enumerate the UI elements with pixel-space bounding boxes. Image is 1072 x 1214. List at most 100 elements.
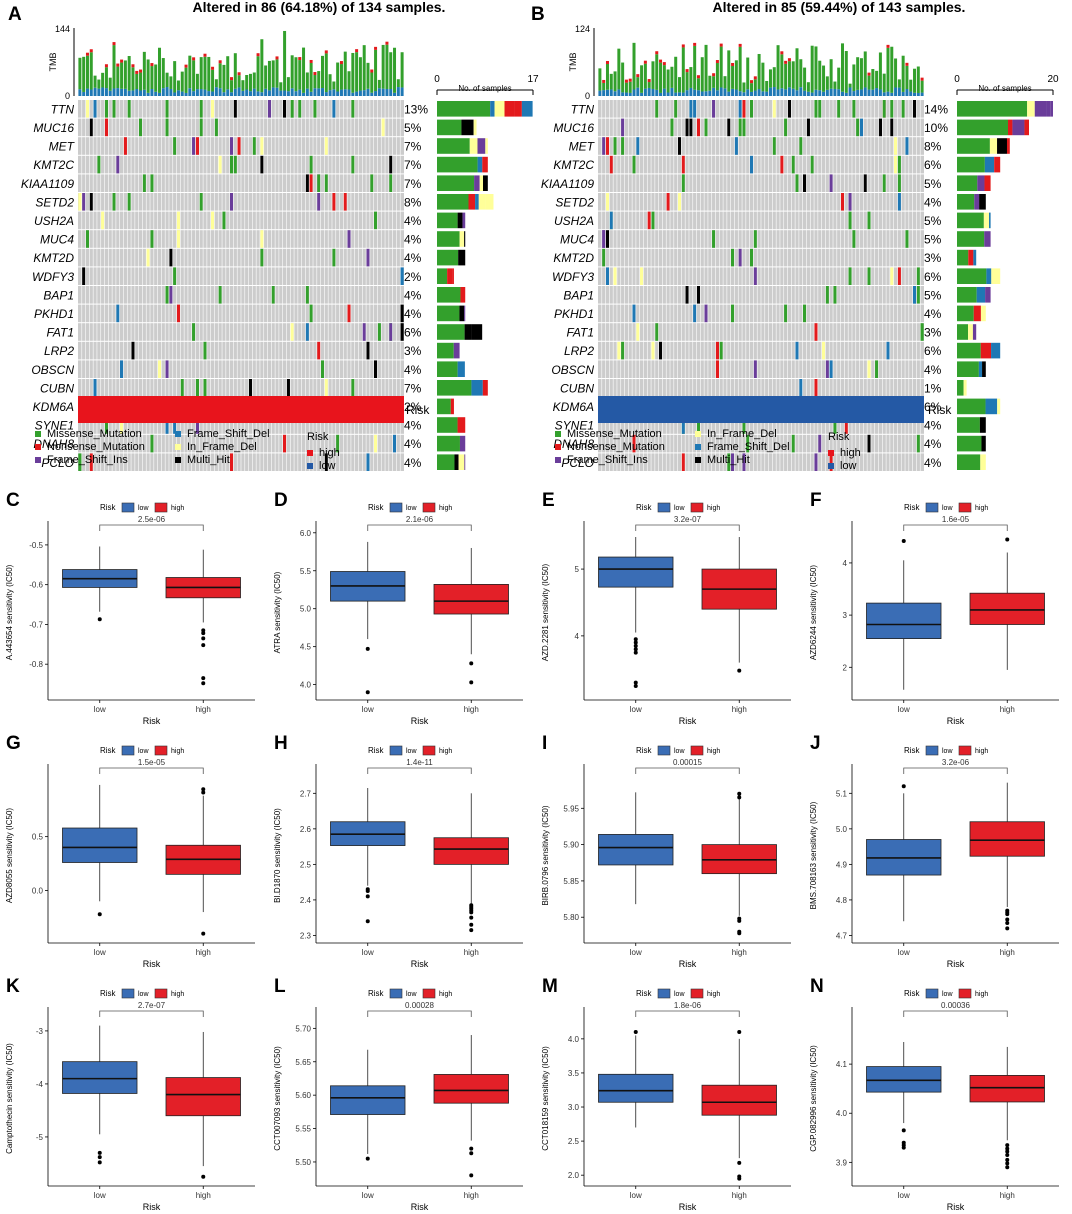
legend-label: Frame_Shift_Ins xyxy=(47,454,128,466)
sample-count-bar xyxy=(980,454,986,470)
mutation-cell xyxy=(400,323,404,341)
tmb-bar xyxy=(780,88,784,96)
gene-percent: 3% xyxy=(924,326,942,340)
legend-label-low: low xyxy=(138,505,149,512)
y-tick-label: 4.5 xyxy=(300,643,312,652)
gene-percent: 4% xyxy=(404,307,422,321)
mutation-cell xyxy=(639,267,644,285)
tmb-bar xyxy=(674,56,678,93)
gene-percent: 5% xyxy=(924,214,942,228)
risk-legend-swatch xyxy=(828,450,834,456)
gene-label: PKHD1 xyxy=(34,307,74,321)
outlier-point xyxy=(365,889,370,894)
tmb-bar xyxy=(290,55,294,89)
box-low xyxy=(330,1085,406,1115)
significance-bracket xyxy=(903,767,1008,774)
legend-title: Risk xyxy=(904,503,921,512)
tmb-bar xyxy=(89,52,93,90)
y-tick-label: 5.0 xyxy=(300,605,312,614)
outlier-point xyxy=(365,1156,370,1161)
tmb-bar xyxy=(85,52,89,56)
outlier-point xyxy=(97,912,102,917)
boxplot-D: D Risk low high 4.0 4.5 5.0 5.5 6.0 low high Risk AT… xyxy=(273,490,523,726)
sample-axis-max: 17 xyxy=(527,74,539,85)
y-tick-label: 5.95 xyxy=(563,804,579,813)
mutation-cell xyxy=(157,360,162,378)
y-tick-label: 0.0 xyxy=(32,887,44,896)
sample-count-bar xyxy=(957,138,990,154)
x-tick-label: high xyxy=(1000,1191,1015,1200)
mutation-cell xyxy=(89,118,93,137)
sample-count-bar xyxy=(450,398,454,415)
mutation-cell xyxy=(837,100,841,118)
tmb-bar xyxy=(772,87,776,96)
sample-count-bar xyxy=(461,119,474,136)
tmb-bar xyxy=(214,79,218,88)
legend-label-low: low xyxy=(138,748,149,755)
x-tick-label: low xyxy=(898,705,910,714)
outlier-point xyxy=(737,1030,742,1035)
tmb-bar xyxy=(833,81,837,89)
gene-label: BAP1 xyxy=(563,288,594,302)
tmb-bar xyxy=(882,73,886,93)
gene-label: MET xyxy=(49,140,76,154)
tmb-bar xyxy=(628,78,632,82)
boxplot-L: L Risk low high 5.50 5.55 5.60 5.65 5.70 low high R… xyxy=(273,976,523,1212)
tmb-bar xyxy=(636,77,640,88)
mutation-cell xyxy=(704,118,708,137)
sample-count-bar xyxy=(479,175,484,191)
sample-count-bar xyxy=(437,194,469,210)
tmb-bar xyxy=(180,91,184,96)
gene-percent: 4% xyxy=(404,363,422,377)
mutation-cell xyxy=(400,304,404,323)
tmb-bar xyxy=(309,91,313,96)
outlier-point xyxy=(1005,917,1010,922)
tmb-bar xyxy=(104,67,108,89)
risk-bar xyxy=(598,396,924,423)
legend-swatch-low xyxy=(389,502,403,513)
sample-count-bar xyxy=(985,398,998,415)
tmb-bar xyxy=(142,51,146,90)
sample-count-bar xyxy=(984,231,991,247)
tmb-bar xyxy=(920,92,924,96)
tmb-bar xyxy=(731,88,735,96)
mutation-cell xyxy=(712,100,716,118)
sample-count-bar xyxy=(957,249,969,266)
tmb-bar xyxy=(370,72,374,93)
tmb-bar xyxy=(374,49,378,92)
tmb-bar xyxy=(252,72,256,89)
mutation-cell xyxy=(863,174,867,192)
legend-label: Nonsense_Mutation xyxy=(47,441,145,453)
legend-label-low: low xyxy=(138,991,149,998)
sample-count-bar xyxy=(989,212,991,229)
gene-label: DNAH8 xyxy=(553,437,594,451)
tmb-bar xyxy=(659,92,663,96)
mutation-cell xyxy=(916,286,920,304)
tmb-bar xyxy=(856,57,860,90)
tmb-bar xyxy=(780,51,784,55)
mutation-cell xyxy=(267,100,272,118)
outlier-point xyxy=(633,1030,638,1035)
legend-label-high: high xyxy=(439,748,452,755)
panel-label: H xyxy=(274,733,288,754)
x-tick-label: high xyxy=(732,705,747,714)
mutation-cell xyxy=(127,100,131,118)
gene-percent: 3% xyxy=(924,251,942,265)
tmb-bar xyxy=(233,88,237,96)
tmb-bar xyxy=(753,76,757,80)
outlier-point xyxy=(633,640,638,645)
tmb-bar xyxy=(351,52,355,93)
tmb-bar xyxy=(298,60,302,90)
tmb-bar xyxy=(852,91,856,96)
sample-count-bar xyxy=(1024,119,1029,136)
tmb-bar xyxy=(286,77,290,92)
mutation-cell xyxy=(400,267,404,285)
y-axis-title: ATRA sensitivity (IC50) xyxy=(273,571,282,653)
sample-count-bar xyxy=(437,454,455,470)
tmb-bar xyxy=(848,83,852,88)
tmb-bar xyxy=(905,65,909,89)
tmb-bar xyxy=(302,92,306,96)
outlier-point xyxy=(469,915,474,920)
y-tick-label: -0.8 xyxy=(29,660,43,669)
mutation-cell xyxy=(78,453,82,471)
